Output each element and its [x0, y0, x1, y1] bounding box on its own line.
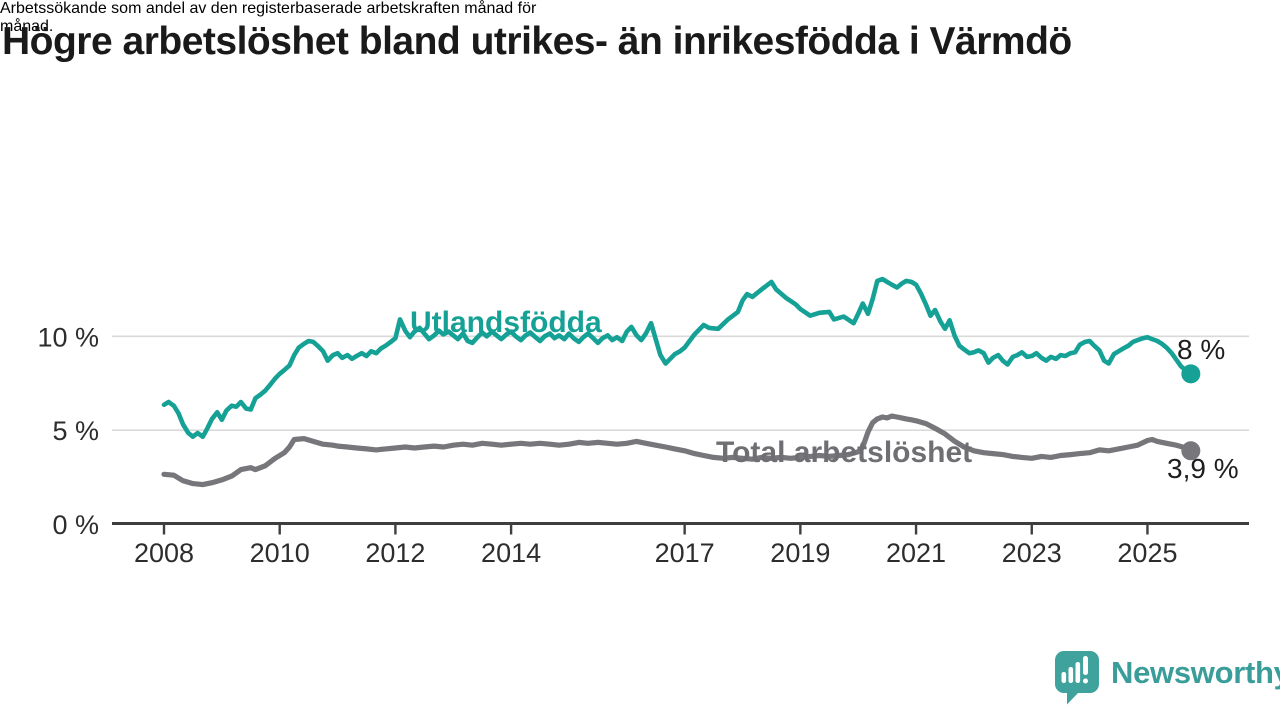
x-tick-label-2021: 2021 [886, 538, 946, 568]
exclamation-bar [1083, 656, 1088, 675]
series-end-value-0: 8 % [1177, 334, 1225, 365]
x-tick-label-2014: 2014 [481, 538, 541, 568]
series-label-0: Utlandsfödda [410, 306, 602, 339]
x-tick-label-2012: 2012 [365, 538, 425, 568]
series-end-dot-0 [1181, 364, 1201, 384]
series-line-1 [161, 413, 1194, 488]
chart-title: Högre arbetslöshet bland utrikes- än inr… [2, 20, 1072, 63]
y-tick-label-0: 0 % [52, 510, 99, 540]
bar-small [1061, 672, 1067, 683]
newsworthy-logo-icon [1055, 651, 1099, 705]
x-tick-label-2019: 2019 [770, 538, 830, 568]
series-end-dot-1 [1181, 441, 1201, 461]
y-tick-label-10: 10 % [37, 322, 99, 352]
exclamation-dot [1083, 678, 1088, 684]
bar-large [1075, 662, 1081, 683]
x-tick-label-2008: 2008 [134, 538, 194, 568]
y-tick-label-5: 5 % [52, 416, 99, 446]
newsworthy-logo: Newsworthy [1054, 650, 1280, 706]
series-line-0 [161, 276, 1194, 440]
chart-subtitle-line2: månad. [0, 18, 54, 35]
newsworthy-logo-text: Newsworthy [1111, 655, 1280, 690]
bar-medium [1068, 667, 1074, 683]
x-tick-label-2010: 2010 [250, 538, 310, 568]
x-tick-label-2023: 2023 [1002, 538, 1062, 568]
chart-subtitle-line1: Arbetssökande som andel av den registerb… [0, 0, 537, 17]
x-tick-label-2017: 2017 [655, 538, 715, 568]
series-label-1: Total arbetslöshet [716, 436, 972, 469]
x-tick-label-2025: 2025 [1117, 538, 1177, 568]
series-end-value-1: 3,9 % [1167, 453, 1239, 484]
